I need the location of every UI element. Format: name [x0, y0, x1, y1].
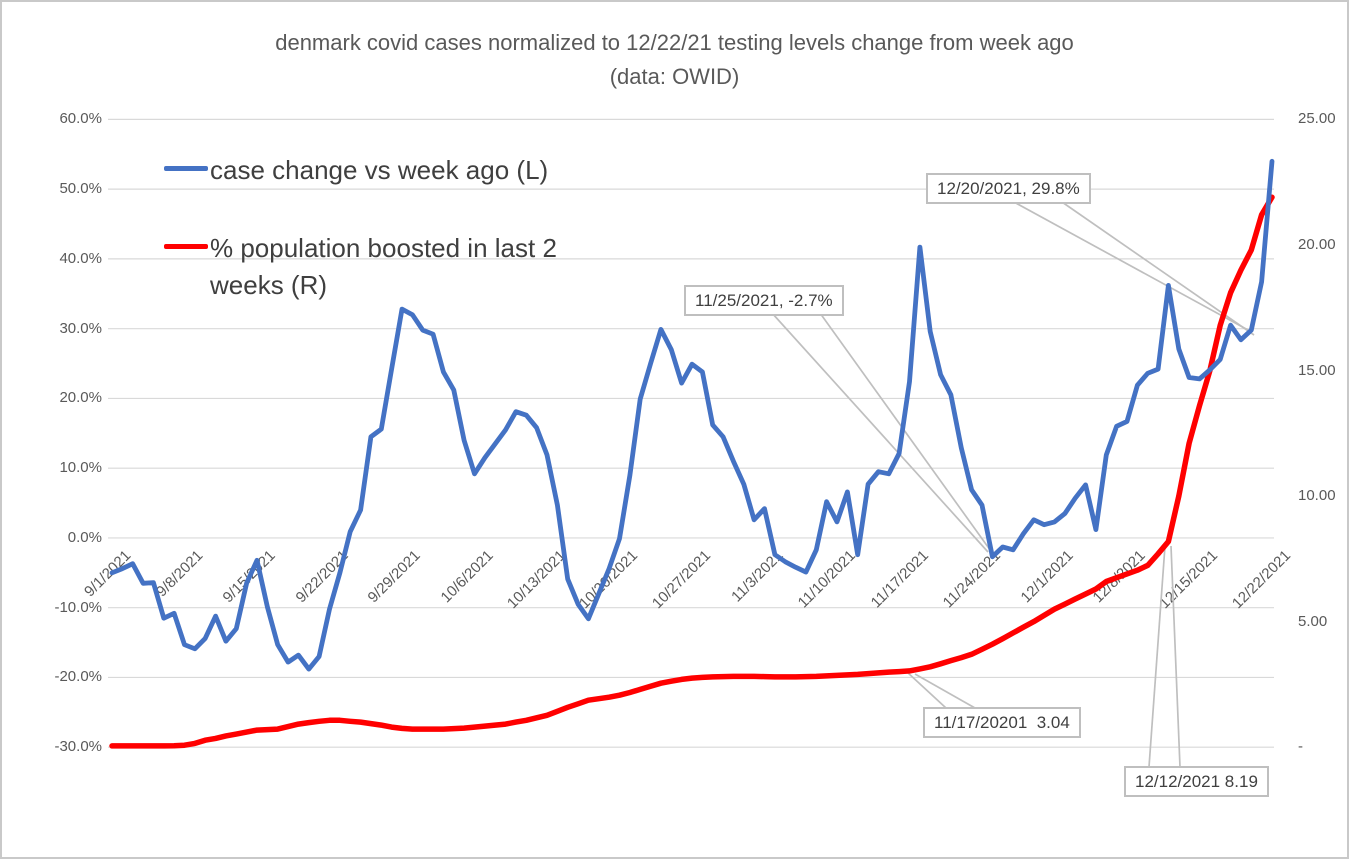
- y-axis-left-tick-label: 20.0%: [59, 389, 102, 407]
- chart-subtitle: (data: OWID): [609, 64, 740, 89]
- series-line-boosted[interactable]: [109, 194, 1275, 749]
- annotation-callout[interactable]: 12/20/2021, 29.8%: [926, 173, 1091, 204]
- y-axis-left-tick-label: 0.0%: [67, 528, 102, 546]
- legend-swatch-blue-icon: [164, 166, 208, 171]
- y-axis-left-tick-label: 60.0%: [59, 110, 102, 128]
- y-axis-right-tick-label: 25.00: [1298, 110, 1336, 128]
- series-line-case-change[interactable]: [109, 158, 1275, 672]
- y-axis-left-tick-label: -20.0%: [54, 668, 102, 686]
- y-axis-left-tick-label: -10.0%: [54, 598, 102, 616]
- y-axis-left-tick-label: 30.0%: [59, 319, 102, 337]
- y-axis-right-tick-label: -: [1298, 738, 1303, 756]
- y-axis-left-tick-label: 50.0%: [59, 180, 102, 198]
- y-axis-right-tick-label: 15.00: [1298, 361, 1336, 379]
- legend-label-case-change: case change vs week ago (L): [210, 155, 549, 185]
- legend-swatch-red-icon: [164, 244, 208, 249]
- annotation-callout[interactable]: 11/17/20201 3.04: [923, 707, 1081, 738]
- y-axis-right-tick-label: 20.00: [1298, 235, 1336, 253]
- y-axis-left-tick-label: 10.0%: [59, 459, 102, 477]
- annotation-callout[interactable]: 11/25/2021, -2.7%: [684, 285, 844, 316]
- y-axis-right-tick-label: 5.00: [1298, 612, 1328, 630]
- legend-item-case-change[interactable]: case change vs week ago (L): [164, 152, 548, 189]
- y-axis-left-tick-label: -30.0%: [54, 738, 102, 756]
- y-axis-right-tick-label: 10.00: [1298, 487, 1336, 505]
- y-axis-left-tick-label: 40.0%: [59, 249, 102, 267]
- chart-title: denmark covid cases normalized to 12/22/…: [275, 30, 1074, 55]
- legend-label-boosted: % population boosted in last 2 weeks (R): [210, 233, 557, 300]
- annotation-callout[interactable]: 12/12/2021 8.19: [1124, 766, 1269, 797]
- legend-item-boosted[interactable]: % population boosted in last 2 weeks (R): [164, 230, 562, 304]
